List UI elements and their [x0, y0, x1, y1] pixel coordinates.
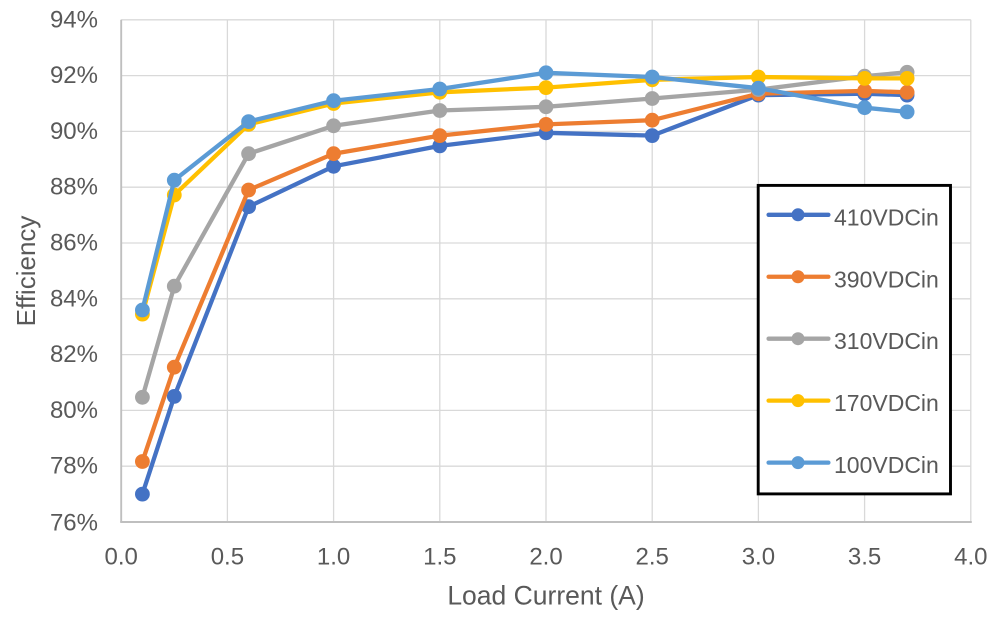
svg-text:2.0: 2.0	[529, 544, 562, 571]
svg-text:82%: 82%	[50, 341, 98, 368]
svg-text:0.5: 0.5	[211, 544, 244, 571]
svg-text:76%: 76%	[50, 510, 98, 537]
svg-text:80%: 80%	[50, 397, 98, 424]
svg-text:84%: 84%	[50, 285, 98, 312]
svg-text:4.0: 4.0	[954, 544, 987, 571]
svg-text:390VDCin: 390VDCin	[834, 266, 939, 292]
svg-text:170VDCin: 170VDCin	[834, 390, 939, 416]
svg-text:1.0: 1.0	[317, 544, 350, 571]
svg-text:86%: 86%	[50, 230, 98, 257]
svg-text:88%: 88%	[50, 174, 98, 201]
svg-text:92%: 92%	[50, 62, 98, 89]
svg-text:78%: 78%	[50, 453, 98, 480]
svg-text:Efficiency: Efficiency	[11, 216, 41, 327]
svg-text:94%: 94%	[50, 6, 98, 33]
svg-text:3.0: 3.0	[742, 544, 775, 571]
svg-text:310VDCin: 310VDCin	[834, 328, 939, 354]
svg-text:410VDCin: 410VDCin	[834, 204, 939, 230]
svg-text:Load Current (A): Load Current (A)	[447, 581, 644, 611]
svg-text:1.5: 1.5	[423, 544, 456, 571]
svg-text:100VDCin: 100VDCin	[834, 452, 939, 478]
svg-text:90%: 90%	[50, 118, 98, 145]
svg-text:3.5: 3.5	[848, 544, 881, 571]
svg-text:2.5: 2.5	[636, 544, 669, 571]
svg-text:0.0: 0.0	[105, 544, 138, 571]
